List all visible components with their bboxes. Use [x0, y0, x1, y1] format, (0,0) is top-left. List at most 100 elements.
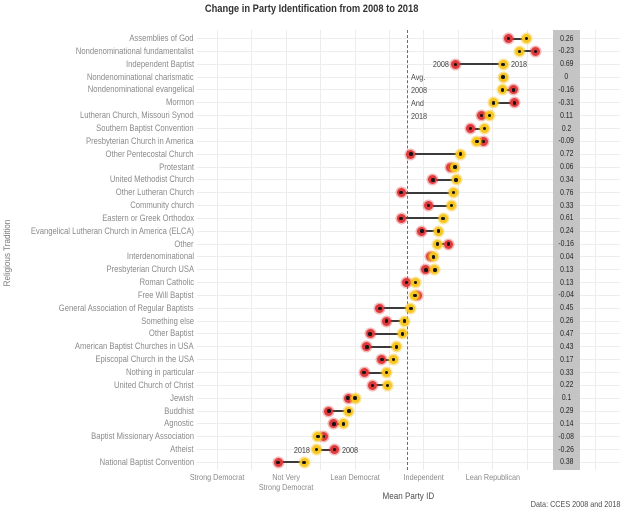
connector-line — [373, 332, 400, 335]
year-label-2008: 2008 — [432, 59, 449, 70]
grid-line-vertical — [320, 30, 322, 470]
dot-2008 — [424, 201, 434, 211]
connector-line — [384, 358, 391, 361]
dot-2018 — [313, 432, 323, 442]
connector-line — [496, 101, 512, 104]
connector-line — [435, 178, 454, 181]
dot-2018 — [344, 406, 354, 416]
dot-2008 — [375, 303, 385, 313]
connector-line — [319, 448, 332, 451]
change-value: 0.04 — [559, 251, 574, 261]
change-value: -0.04 — [558, 290, 575, 300]
avg-dashed-line — [406, 30, 408, 470]
dot-2018 — [389, 355, 399, 365]
connector-line — [413, 153, 458, 156]
row-label: Roman Catholic — [139, 277, 194, 288]
change-value: 0.76 — [559, 187, 574, 197]
dot-2018 — [484, 111, 494, 121]
dot-2008 — [428, 175, 438, 185]
grid-line-horizontal — [197, 359, 620, 361]
change-value: 0.72 — [559, 149, 574, 159]
change-value: 0.69 — [559, 59, 574, 69]
row-label: Presbyterian Church USA — [106, 264, 194, 275]
change-value: 0.34 — [559, 174, 574, 184]
dot-2018 — [411, 278, 421, 288]
dot-2018 — [312, 445, 322, 455]
grid-line-horizontal — [197, 372, 620, 374]
row-label: Other — [174, 238, 194, 249]
dot-2008 — [508, 85, 518, 95]
row-label: Assemblies of God — [129, 33, 194, 44]
dot-2008 — [477, 111, 487, 121]
connector-line — [511, 37, 524, 40]
connector-line — [505, 88, 511, 91]
dot-2008 — [417, 226, 427, 236]
row-label: Nondenominational fundamentalist — [76, 45, 194, 56]
row-label: American Baptist Churches in USA — [75, 341, 194, 352]
connector-line — [458, 63, 501, 66]
dot-2008 — [362, 342, 372, 352]
dot-2018 — [433, 239, 443, 249]
year-label-2018: 2018 — [511, 59, 528, 70]
row-label: Nondenominational evangelical — [87, 84, 194, 95]
row-label: Something else — [141, 315, 194, 326]
change-value: 0.13 — [559, 264, 574, 274]
change-value: 0.47 — [559, 328, 574, 338]
grid-line-horizontal — [197, 256, 620, 258]
dot-2018 — [429, 252, 439, 262]
dot-2018 — [299, 457, 309, 467]
row-label: United Methodist Church — [109, 174, 194, 185]
connector-line — [382, 307, 408, 310]
grid-line-horizontal — [197, 89, 620, 91]
grid-line-vertical — [526, 30, 528, 470]
connector-line — [404, 191, 451, 194]
change-value: 0.13 — [559, 277, 574, 287]
change-value: 0.61 — [559, 213, 574, 223]
row-label: Protestant — [159, 161, 194, 172]
change-value: 0.24 — [559, 226, 574, 236]
grid-line-horizontal — [197, 128, 620, 129]
dot-2018 — [433, 226, 443, 236]
change-value: -0.16 — [558, 84, 575, 94]
connector-line — [424, 230, 436, 233]
x-tick-label: Strong Democrat — [190, 472, 245, 482]
dot-2008 — [421, 265, 431, 275]
change-value: -0.23 — [558, 46, 575, 56]
grid-line-horizontal — [197, 50, 620, 52]
year-label-2008: 2008 — [342, 444, 359, 455]
row-label: Other Pentecostal Church — [105, 148, 194, 159]
dot-2018 — [382, 368, 392, 378]
change-value: 0.1 — [561, 393, 572, 403]
dot-2008 — [504, 34, 514, 44]
connector-line — [389, 320, 402, 323]
dot-2008 — [451, 59, 461, 69]
dot-2018 — [382, 380, 392, 390]
dot-2008 — [402, 278, 412, 288]
row-label: Episcopal Church in the USA — [95, 354, 194, 365]
row-label: Mormon — [165, 97, 194, 108]
dot-2008 — [466, 124, 476, 133]
change-value: -0.08 — [558, 431, 575, 441]
connector-line — [431, 204, 449, 207]
data-source-caption: Data: CCES 2008 and 2018 — [530, 499, 620, 509]
connector-line — [375, 384, 385, 387]
dot-2008 — [396, 213, 406, 223]
dot-2008 — [377, 355, 387, 365]
grid-line-horizontal — [197, 38, 620, 40]
change-value: 0.33 — [559, 200, 574, 210]
dot-2018 — [446, 201, 456, 211]
row-label: Atheist — [170, 444, 194, 455]
row-label: Presbyterian Church in America — [86, 135, 194, 146]
change-value: -0.31 — [558, 97, 575, 107]
dot-2018 — [410, 290, 420, 300]
row-label: United Church of Christ — [114, 379, 194, 390]
connector-line — [522, 50, 533, 53]
change-value: 0.33 — [559, 367, 574, 377]
connector-line — [369, 345, 394, 348]
year-label-2018: 2018 — [293, 444, 310, 455]
change-value: -0.16 — [558, 239, 575, 249]
grid-line-vertical — [217, 30, 218, 470]
grid-line-horizontal — [197, 397, 620, 399]
